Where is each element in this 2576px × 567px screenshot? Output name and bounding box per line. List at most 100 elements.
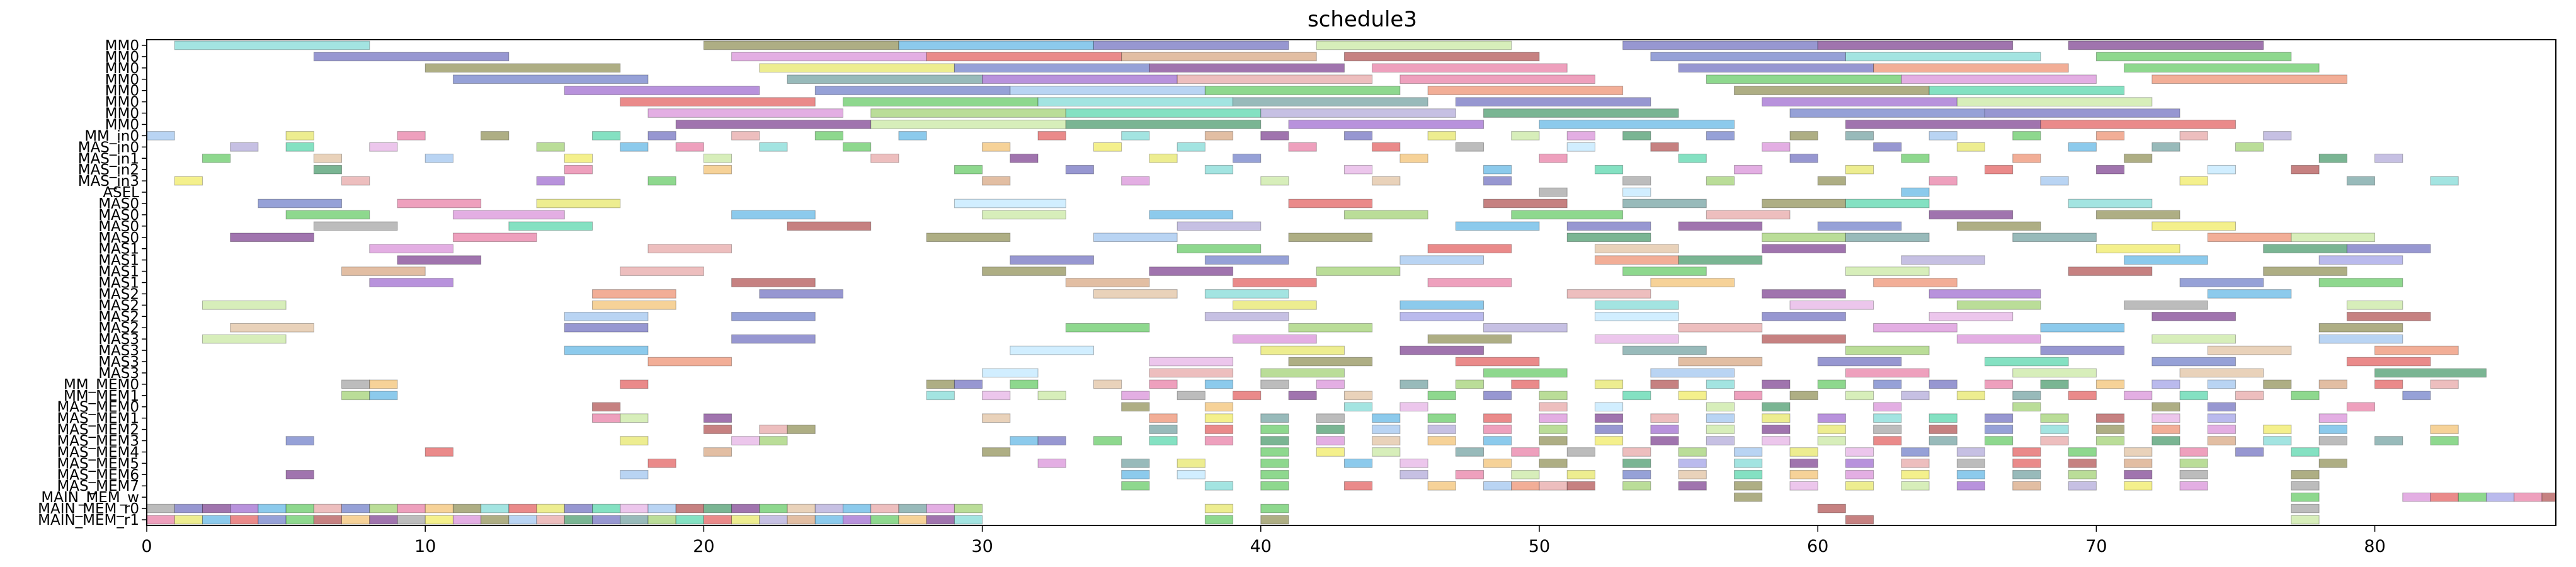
gantt-bar [675, 515, 704, 525]
gantt-bar [2124, 391, 2153, 401]
y-axis-labels: MM0MM0MM0MM0MM0MM0MM0MM0MM_in0MAS_in0MAS… [38, 38, 147, 529]
gantt-bar [1762, 142, 1791, 152]
gantt-bar [954, 515, 983, 525]
gantt-bar [1260, 108, 1456, 118]
gantt-bar [2040, 120, 2236, 129]
gantt-bar [1204, 425, 1234, 434]
gantt-bar [369, 391, 398, 401]
gantt-bar [1845, 131, 1874, 140]
gantt-bar [1762, 198, 1846, 209]
gantt-bar [1204, 164, 1234, 175]
gantt-bar [647, 176, 676, 186]
gantt-bar [258, 503, 287, 513]
gantt-bar [341, 379, 370, 389]
gantt-bar [1873, 425, 1902, 434]
gantt-bar [1901, 187, 1930, 197]
x-tick-label: 60 [1807, 537, 1828, 556]
gantt-bar [1985, 108, 2180, 118]
gantt-bar [759, 436, 788, 445]
gantt-bar [982, 368, 1039, 378]
gantt-bar [926, 515, 955, 525]
gantt-bar [1706, 379, 1735, 389]
gantt-bar [285, 503, 314, 513]
gantt-bar [731, 52, 927, 62]
y-tick-label: MAS3 [98, 354, 139, 370]
gantt-bar [1260, 459, 1289, 468]
gantt-bar [592, 289, 676, 299]
gantt-bar [202, 334, 287, 344]
gantt-bar [230, 232, 314, 243]
gantt-bar [1177, 470, 1205, 479]
gantt-bar [2430, 425, 2459, 434]
gantt-bar [1149, 210, 1234, 220]
gantt-bar [1065, 108, 1262, 118]
gantt-bar [1204, 311, 1289, 321]
gantt-bar [2040, 176, 2069, 186]
gantt-bar [731, 515, 760, 525]
gantt-bar [1455, 221, 1540, 231]
gantt-bar [2318, 278, 2403, 287]
gantt-bar [1093, 142, 1122, 152]
gantt-bar [2095, 436, 2125, 445]
gantt-bar [1343, 459, 1373, 468]
gantt-bar [1149, 266, 1234, 276]
gantt-bar [1789, 153, 1818, 163]
gantt-bar [1566, 232, 1651, 243]
gantt-bar [1622, 345, 1707, 355]
gantt-bar [2291, 164, 2320, 175]
gantt-bar [564, 345, 649, 355]
gantt-bar [2318, 255, 2403, 265]
gantt-bar [1233, 97, 1428, 106]
gantt-bar [1873, 323, 1958, 333]
gantt-bar [425, 63, 621, 73]
gantt-bar [2346, 311, 2431, 321]
gantt-bar [285, 142, 314, 152]
gantt-bar [230, 515, 259, 525]
bars-layer [146, 40, 2556, 525]
gantt-bar [1762, 244, 1846, 254]
y-tick-label: MAS1 [98, 275, 139, 292]
gantt-bar [452, 232, 537, 243]
gantt-bar [481, 131, 510, 140]
gantt-bar [564, 86, 760, 95]
gantt-bar [1399, 345, 1485, 355]
gantt-bar [592, 131, 621, 140]
gantt-bar [2318, 425, 2347, 434]
gantt-bar [2179, 368, 2264, 378]
gantt-bar [202, 503, 231, 513]
gantt-bar [1678, 221, 1763, 231]
gantt-bar [620, 379, 649, 389]
gantt-bar [1789, 301, 1874, 310]
gantt-bar [1149, 436, 1178, 445]
gantt-bar [2485, 492, 2515, 502]
gantt-bar [731, 278, 816, 287]
gantt-bar [1093, 40, 1289, 50]
gantt-bar [620, 97, 816, 106]
gantt-bar [1901, 153, 1930, 163]
gantt-bar [2068, 447, 2097, 457]
gantt-bar [1873, 379, 1902, 389]
y-tick-label: MAS1 [98, 253, 139, 269]
x-tick-label: 50 [1529, 537, 1550, 556]
gantt-bar [1204, 436, 1234, 445]
gantt-bar [1121, 402, 1150, 412]
gantt-bar [2207, 436, 2236, 445]
gantt-bar [842, 97, 1039, 106]
gantt-bar [1316, 425, 1345, 434]
gantt-bar [1399, 470, 1428, 479]
gantt-bar [1929, 413, 1958, 423]
x-tick-label: 0 [141, 537, 152, 556]
gantt-bar [1037, 131, 1066, 140]
gantt-bar [1817, 379, 1846, 389]
y-tick-label: MM0 [105, 72, 139, 88]
gantt-bar [369, 278, 453, 287]
gantt-bar [536, 503, 565, 513]
gantt-bar [1789, 131, 1818, 140]
gantt-bar [1985, 164, 2014, 175]
gantt-bar [1399, 402, 1428, 412]
gantt-bar [1343, 210, 1428, 220]
gantt-bar [982, 176, 1011, 186]
gantt-bar [1399, 459, 1428, 468]
gantt-bar [1817, 425, 1846, 434]
gantt-bar [2207, 379, 2236, 389]
